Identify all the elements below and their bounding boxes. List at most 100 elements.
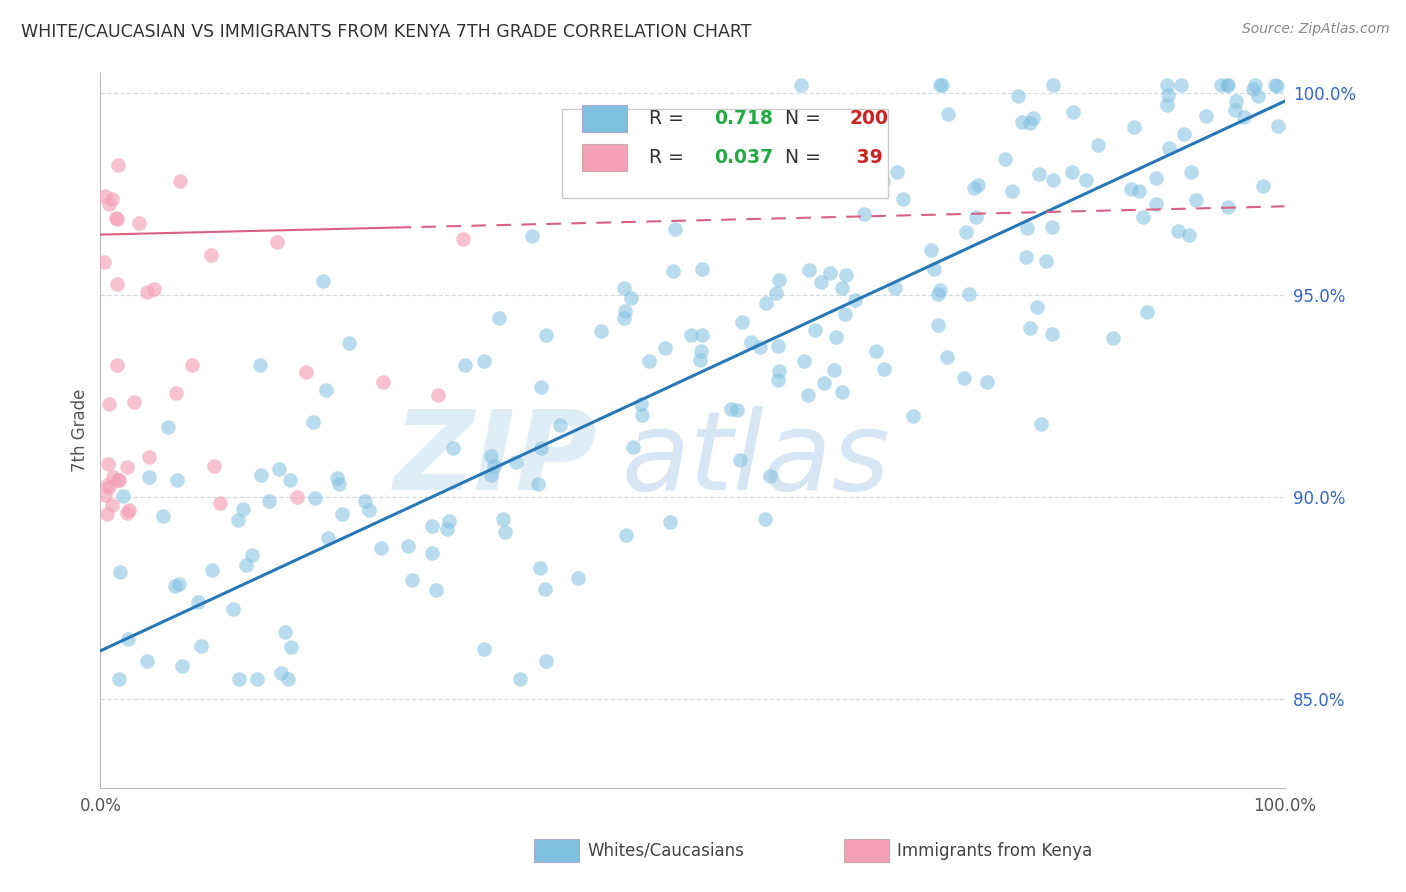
Point: [530, 380, 553, 394]
Point: [797, 388, 820, 402]
Point: [325, 470, 347, 484]
Point: [613, 281, 636, 295]
Point: [1018, 320, 1040, 334]
Point: [533, 582, 555, 596]
Point: [550, 418, 572, 433]
Point: [893, 192, 915, 206]
Point: [105, 358, 128, 372]
Point: [100, 192, 122, 206]
Point: [1076, 173, 1098, 187]
Point: [886, 165, 908, 179]
Point: [534, 328, 557, 343]
Point: [1209, 78, 1232, 92]
Point: [152, 509, 174, 524]
Point: [1225, 103, 1247, 117]
Text: N =: N =: [785, 148, 821, 167]
Point: [420, 518, 443, 533]
Point: [520, 229, 543, 244]
Point: [1216, 78, 1239, 92]
Point: [337, 335, 360, 350]
Point: [1029, 417, 1052, 432]
Point: [94, 488, 117, 502]
Point: [1102, 331, 1125, 345]
Point: [654, 342, 676, 356]
Point: [690, 327, 713, 342]
Point: [103, 470, 125, 484]
Point: [93, 189, 115, 203]
Point: [105, 277, 128, 291]
Point: [1247, 89, 1270, 103]
Point: [1195, 110, 1218, 124]
Point: [488, 311, 510, 326]
Point: [1132, 210, 1154, 224]
Y-axis label: 7th Grade: 7th Grade: [72, 389, 89, 472]
Point: [865, 343, 887, 358]
Point: [884, 281, 907, 295]
Text: atlas: atlas: [621, 406, 890, 513]
Point: [1000, 184, 1022, 198]
Point: [936, 350, 959, 364]
Point: [1087, 138, 1109, 153]
Text: WHITE/CAUCASIAN VS IMMIGRANTS FROM KENYA 7TH GRADE CORRELATION CHART: WHITE/CAUCASIAN VS IMMIGRANTS FROM KENYA…: [21, 22, 752, 40]
Point: [793, 354, 815, 368]
Point: [304, 491, 326, 505]
Point: [759, 469, 782, 483]
Point: [1042, 173, 1064, 187]
Point: [1018, 116, 1040, 130]
Point: [638, 353, 661, 368]
Point: [169, 174, 191, 188]
Point: [1144, 197, 1167, 211]
Point: [931, 78, 953, 92]
Point: [505, 455, 527, 469]
FancyBboxPatch shape: [562, 109, 887, 198]
Point: [630, 396, 652, 410]
Text: 0.037: 0.037: [714, 148, 773, 167]
Point: [1253, 178, 1275, 193]
Point: [277, 672, 299, 686]
Point: [96, 507, 118, 521]
Point: [250, 467, 273, 482]
Point: [202, 459, 225, 474]
Point: [766, 373, 789, 387]
Point: [953, 371, 976, 385]
Point: [479, 450, 502, 464]
Point: [689, 353, 711, 368]
Point: [957, 287, 980, 301]
Text: Whites/Caucasians: Whites/Caucasians: [588, 842, 745, 860]
Point: [1159, 141, 1181, 155]
Point: [138, 450, 160, 464]
Point: [420, 546, 443, 560]
Point: [115, 459, 138, 474]
Point: [228, 672, 250, 686]
Point: [679, 327, 702, 342]
Point: [371, 375, 394, 389]
Point: [302, 416, 325, 430]
Point: [1014, 250, 1036, 264]
Point: [963, 181, 986, 195]
Point: [797, 176, 820, 190]
Point: [278, 473, 301, 487]
Point: [835, 268, 858, 282]
Point: [1040, 219, 1063, 234]
Point: [1015, 221, 1038, 235]
Point: [754, 512, 776, 526]
Point: [955, 225, 977, 239]
Point: [825, 330, 848, 344]
Point: [612, 311, 634, 326]
Point: [768, 273, 790, 287]
Point: [101, 499, 124, 513]
Point: [768, 339, 790, 353]
Point: [936, 107, 959, 121]
Point: [994, 152, 1017, 166]
Point: [200, 563, 222, 577]
Text: 39: 39: [851, 148, 883, 167]
Point: [259, 493, 281, 508]
Point: [976, 375, 998, 389]
Point: [105, 211, 128, 226]
Point: [453, 358, 475, 372]
Text: 0.718: 0.718: [714, 109, 773, 128]
Point: [759, 120, 782, 134]
Point: [494, 524, 516, 539]
Point: [226, 512, 249, 526]
Point: [927, 318, 949, 332]
